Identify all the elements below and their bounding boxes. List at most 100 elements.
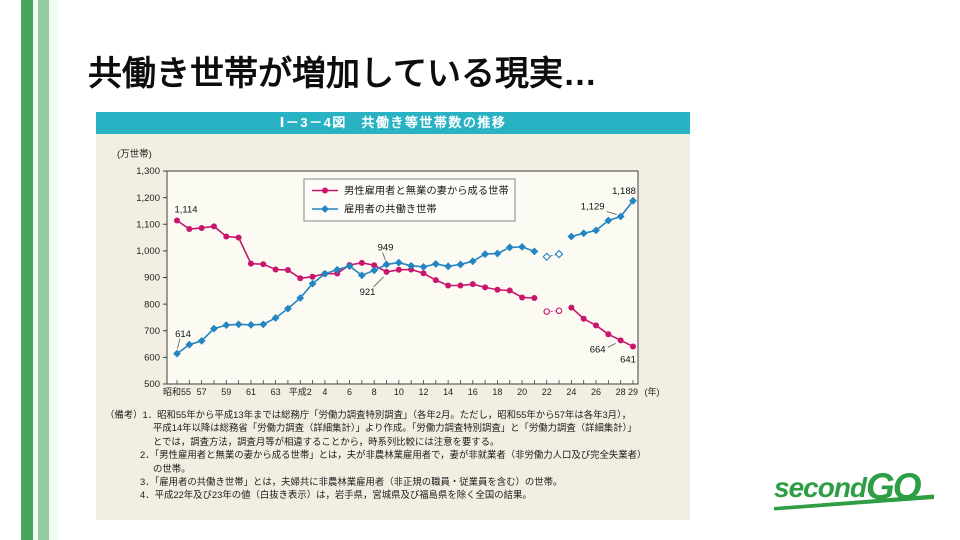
series-1-marker (493, 249, 502, 258)
data-label: 664 (590, 345, 606, 356)
y-tick-label: 800 (144, 299, 160, 310)
note-line: （備考）1．昭和55年から平成13年までは総務庁「労働力調査特別調査」（各年2月… (105, 409, 632, 420)
chart-notes: （備考）1．昭和55年から平成13年までは総務庁「労働力調査特別調査」（各年2月… (96, 406, 690, 502)
y-tick-label: 700 (144, 326, 160, 337)
chart-panel: Ⅰ－3－4図 共働き等世帯数の推移 (万世帯) 1,300 1,200 1,100 1,… (96, 112, 690, 520)
series-1-marker (567, 232, 576, 241)
series-0-marker (617, 337, 624, 344)
series-0-marker (395, 266, 402, 273)
series-1-marker (210, 324, 218, 333)
series-1-marker (296, 294, 305, 302)
annotation-leader (177, 338, 181, 349)
y-tick-label: 500 (144, 379, 160, 390)
x-tick-label: 61 (246, 387, 256, 397)
x-tick-label: 24 (566, 387, 576, 397)
series-0-marker (457, 282, 464, 289)
x-tick-label: 16 (468, 387, 478, 397)
series-0-marker (519, 294, 526, 301)
series-1-marker (271, 314, 280, 322)
series-1-marker (407, 261, 416, 270)
note-line: の世帯。 (153, 462, 191, 474)
x-axis-unit-label: (年) (645, 386, 660, 397)
series-0-marker (223, 233, 230, 240)
y-tick-label: 1,300 (136, 166, 160, 177)
left-stripe-pale (49, 0, 58, 540)
series-0-marker (272, 266, 279, 273)
series-0-marker (593, 322, 600, 329)
x-tick-label: 8 (372, 387, 377, 397)
series-1-marker (173, 349, 181, 358)
series-1-marker (456, 260, 465, 269)
series-0-marker (531, 295, 538, 302)
series-0-marker (445, 282, 452, 289)
series-0-marker (358, 259, 365, 266)
series-0-marker (297, 275, 304, 282)
annotation-leader (606, 211, 617, 215)
series-1-marker (518, 242, 526, 251)
x-tick-label: 10 (394, 387, 404, 397)
logo-underline-swoosh (774, 494, 934, 511)
series-0-marker (605, 331, 612, 338)
left-stripe-light (38, 0, 49, 540)
series-0-marker (247, 260, 254, 267)
series-1-marker (394, 258, 403, 267)
data-label: 1,129 (581, 202, 605, 213)
series-0-marker (210, 223, 217, 230)
series-1-marker (333, 265, 342, 274)
x-tick-label: 26 (591, 387, 601, 397)
legend-box (303, 178, 516, 222)
series-0-marker (482, 284, 489, 291)
series-1-marker (284, 304, 292, 313)
series-1-marker (616, 212, 625, 221)
series-0-marker (309, 273, 316, 280)
data-label: 614 (175, 329, 191, 340)
series-1-marker (629, 196, 637, 205)
y-axis-unit-label: (万世帯) (117, 148, 152, 160)
data-label: 921 (360, 287, 376, 298)
series-1-marker (431, 260, 440, 268)
x-tick-label: 18 (492, 387, 502, 397)
left-stripe-gap (33, 0, 38, 540)
series-1-marker (222, 321, 231, 330)
series-1-open-marker (554, 249, 564, 259)
note-line: とでは，調査方法，調査月等が相違することから，時系列比較には注意を要する。 (153, 435, 500, 447)
series-1-marker (308, 279, 317, 288)
data-label: 1,114 (174, 205, 197, 216)
series-0-marker (284, 267, 291, 274)
series-0-open-marker (555, 307, 563, 315)
annotation-leader (607, 342, 616, 348)
series-0-marker (198, 224, 205, 231)
legend-label: 雇用者の共働き世帯 (344, 203, 437, 216)
left-stripe-dark (21, 0, 33, 540)
note-line: 4．平成22年及び23年の値（白抜き表示）は，岩手県，宮城県及び福島県を除く全国… (140, 489, 532, 501)
annotation-leader (382, 252, 386, 261)
x-tick-label: 4 (322, 387, 327, 397)
series-0-marker (568, 304, 575, 311)
series-1-marker (382, 260, 391, 269)
y-tick-label: 1,000 (136, 246, 160, 257)
series-0-marker (371, 262, 378, 269)
data-label: 949 (378, 243, 394, 254)
x-tick-label: 昭和55 (163, 387, 191, 397)
note-line: 平成14年以降は総務省「労働力調査（詳細集計）」より作成。「労働力調査特別調査」… (153, 422, 637, 434)
series-1-marker (234, 320, 243, 329)
series-1-marker (197, 336, 206, 345)
series-1-marker (320, 269, 329, 278)
chart-figure: (万世帯) 1,300 1,200 1,100 1,000 900 800 700 600 500… (117, 148, 660, 397)
x-tick-label: 29 (628, 387, 638, 397)
x-tick-label: 22 (542, 387, 552, 397)
series-0-marker (260, 261, 267, 268)
series-1-marker (345, 262, 354, 270)
x-tick-label: 28 (616, 387, 626, 397)
secondgo-logo: second GO (774, 466, 934, 511)
y-tick-label: 600 (144, 353, 160, 364)
series-0-open-marker (543, 308, 550, 315)
series-1-marker (185, 340, 194, 349)
legend-label: 男性雇用者と無業の妻から成る世帯 (344, 184, 509, 197)
slide-title: 共働き世帯が増加している現実… (88, 55, 597, 93)
series-1-marker (419, 262, 428, 271)
annotation-leader (373, 276, 384, 288)
note-line: 3．「雇用者の共働き世帯」とは，夫婦共に非農林業雇用者（非正規の職員・従業員を含… (140, 476, 563, 488)
series-1-marker (481, 250, 490, 258)
